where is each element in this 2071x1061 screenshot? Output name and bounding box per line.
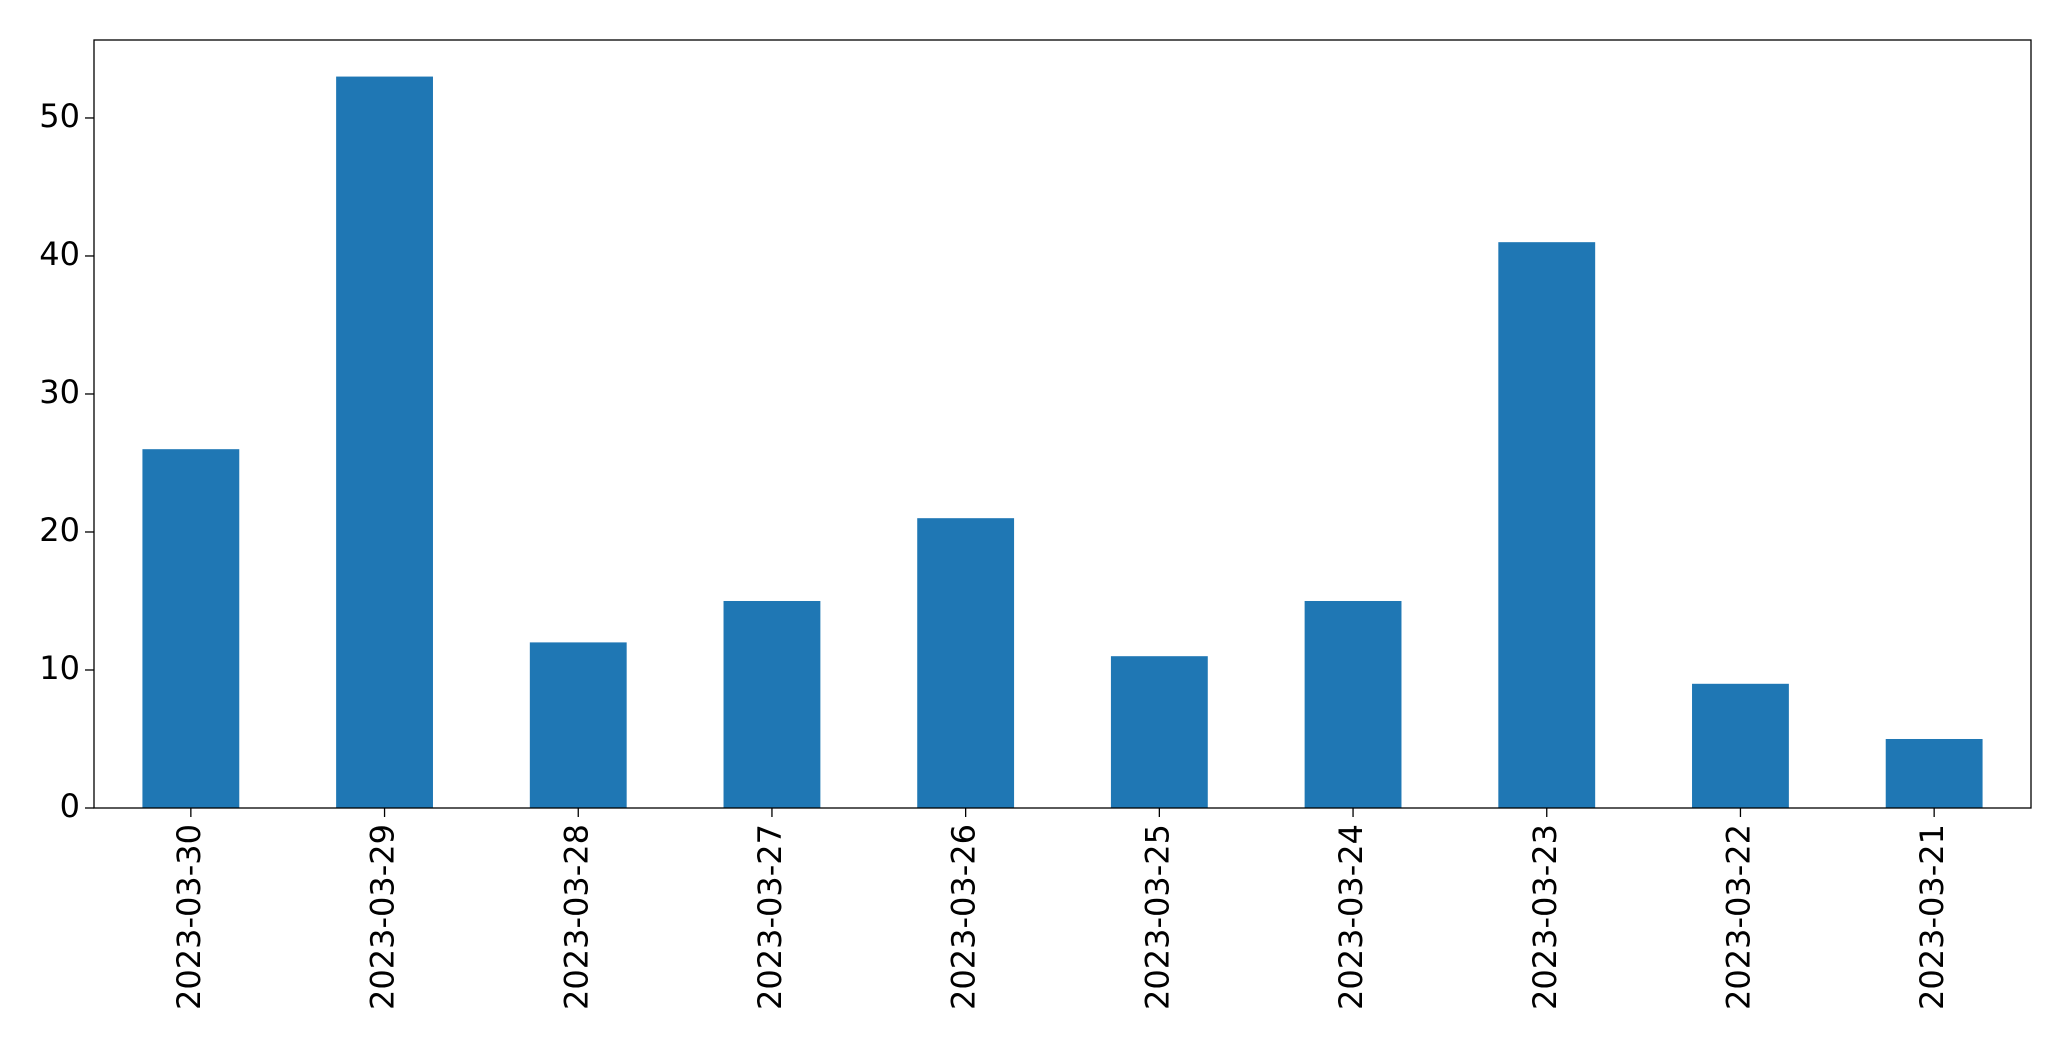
plot-frame <box>93 39 2032 809</box>
bar <box>723 600 821 808</box>
bar <box>917 518 1015 808</box>
y-tick-label: 10 <box>39 649 80 687</box>
x-tick-label: 2023-03-24 <box>1332 824 1370 1010</box>
bar <box>1692 683 1789 808</box>
bar <box>529 642 627 808</box>
x-tick-label: 2023-03-23 <box>1526 824 1564 1010</box>
bar <box>142 449 240 808</box>
bar <box>336 76 433 809</box>
x-tick-label: 2023-03-26 <box>945 824 983 1010</box>
y-tick-label: 30 <box>39 373 80 411</box>
x-tick-label: 2023-03-25 <box>1138 824 1176 1010</box>
x-tick-label: 2023-03-27 <box>751 824 789 1010</box>
y-tick-label: 0 <box>60 787 80 825</box>
bar <box>1498 242 1596 808</box>
x-tick-label: 2023-03-30 <box>170 824 208 1010</box>
bar <box>1110 656 1208 808</box>
x-tick-label: 2023-03-21 <box>1913 824 1951 1010</box>
x-tick-label: 2023-03-22 <box>1719 824 1757 1010</box>
x-tick-label: 2023-03-29 <box>364 824 402 1010</box>
y-tick-label: 50 <box>39 97 80 135</box>
x-tick-label: 2023-03-28 <box>557 824 595 1010</box>
y-tick-label: 40 <box>39 235 80 273</box>
bar <box>1885 738 1983 808</box>
y-tick-label: 20 <box>39 511 80 549</box>
bar <box>1304 600 1402 808</box>
